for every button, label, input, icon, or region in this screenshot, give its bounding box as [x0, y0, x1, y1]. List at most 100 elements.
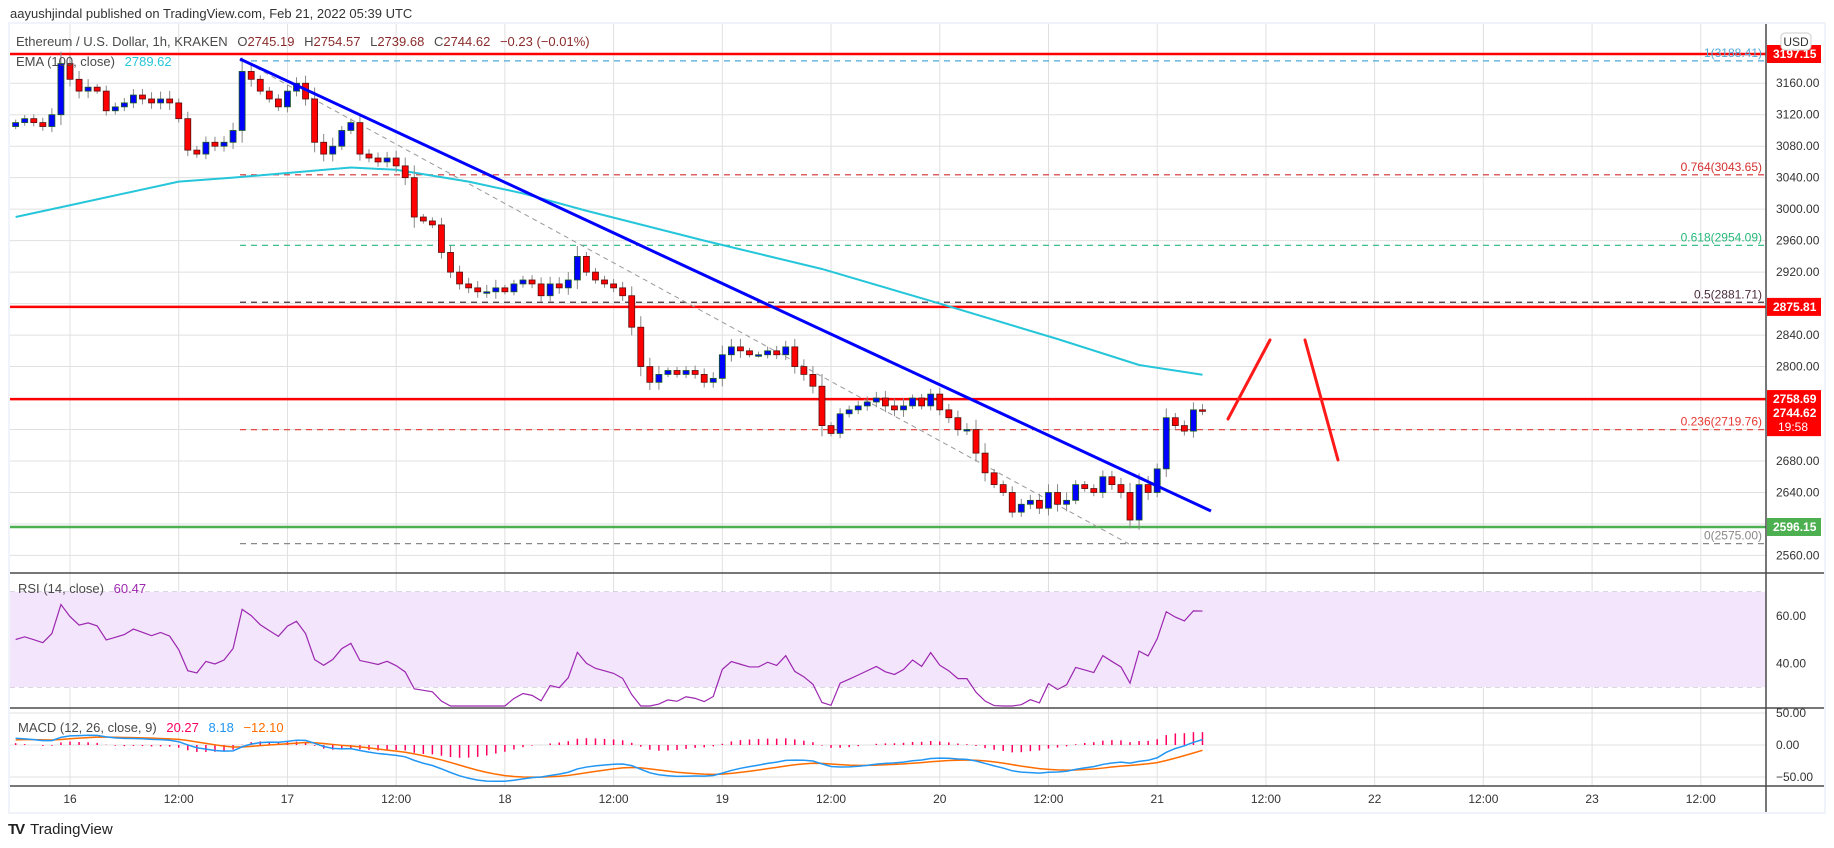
footer[interactable]: TV TradingView — [8, 821, 113, 838]
price-axis[interactable]: 3160.00 3120.00 3080.00 3040.00 3000.00 2960.… — [1776, 76, 1820, 784]
candle — [329, 137, 337, 162]
candle-body-down — [311, 98, 319, 143]
ema-legend[interactable]: EMA (100, close) 2789.62 — [16, 54, 178, 69]
candle-body-down — [1090, 488, 1098, 493]
price-badge — [1767, 390, 1821, 409]
candle — [1054, 484, 1061, 512]
candle — [1063, 492, 1070, 512]
candle — [863, 396, 871, 411]
candle — [256, 75, 264, 95]
candle-body-up — [664, 370, 672, 375]
candle-body-up — [202, 141, 210, 155]
candle-body-up — [1190, 409, 1197, 432]
candle-body-up — [682, 370, 690, 375]
candle-body-down — [419, 216, 427, 222]
candle — [1036, 493, 1043, 515]
candle-body-down — [628, 295, 636, 328]
candle — [718, 345, 726, 387]
candle — [392, 150, 400, 173]
candle-body-up — [329, 145, 337, 155]
candle — [954, 410, 962, 436]
candle-body-down — [773, 350, 781, 356]
y-tick-label: 3040.00 — [1776, 171, 1820, 185]
candle — [628, 286, 636, 336]
candle — [211, 136, 219, 152]
descending-trend-line[interactable] — [239, 57, 1212, 513]
candle-body-down — [646, 366, 654, 383]
chart-background — [10, 24, 1824, 812]
candle — [673, 366, 681, 378]
symbol-legend[interactable]: Ethereum / U.S. Dollar, 1h, KRAKEN O2745… — [16, 34, 596, 49]
macd-signal-value: −12.10 — [243, 720, 284, 735]
y-tick-label: 2960.00 — [1776, 234, 1820, 248]
candle — [274, 94, 282, 111]
candle — [66, 55, 74, 87]
x-tick-label: 12:00 — [1686, 792, 1716, 806]
candle — [583, 251, 590, 276]
candle — [1108, 470, 1116, 490]
candle — [727, 339, 735, 362]
projection-down-line[interactable] — [1303, 338, 1340, 462]
candle — [338, 126, 346, 151]
candle — [247, 62, 255, 87]
x-tick-label: 12:00 — [1251, 792, 1281, 806]
candle — [963, 423, 971, 436]
projection-up-line[interactable] — [1226, 338, 1272, 421]
candle-body-down — [392, 157, 400, 167]
candle — [1090, 484, 1098, 497]
candle-body-down — [583, 255, 590, 273]
candle — [93, 84, 101, 94]
macd-legend[interactable]: MACD (12, 26, close, 9) 20.27 8.18 −12.1… — [18, 720, 290, 735]
candle-body-up — [347, 122, 355, 131]
open-label: O — [237, 34, 248, 49]
candle — [1190, 402, 1197, 438]
candle-body-up — [492, 287, 500, 293]
candle-body-up — [900, 405, 907, 411]
candle-body-up — [1026, 499, 1034, 505]
candle-body-down — [918, 397, 926, 407]
currency-button[interactable]: USD — [1780, 32, 1812, 51]
candle — [474, 281, 482, 298]
candle — [764, 346, 772, 359]
fib-trend-line[interactable] — [239, 58, 1130, 545]
candle — [981, 443, 989, 482]
candle — [637, 316, 645, 377]
candle-body-up — [573, 255, 581, 281]
candle-body-down — [1171, 417, 1179, 426]
rsi-legend[interactable]: RSI (14, close) 60.47 — [18, 581, 152, 596]
price-badge — [1767, 297, 1821, 316]
candle-body-down — [592, 271, 599, 281]
candle-body-up — [220, 141, 228, 147]
candle — [238, 57, 246, 143]
candle-body-down — [193, 149, 201, 155]
candle — [891, 398, 898, 417]
candle-body-up — [12, 122, 20, 127]
macd-value: 8.18 — [208, 720, 234, 735]
candle — [872, 391, 880, 408]
candle-body-down — [818, 385, 826, 426]
price-badge-label: 2758.69 — [1773, 392, 1817, 406]
candle — [990, 468, 998, 489]
candle — [1017, 498, 1025, 517]
candle — [175, 98, 183, 123]
candle-body-up — [836, 413, 844, 434]
candle — [456, 265, 463, 290]
time-axis[interactable]: 16 12:00 17 12:00 18 12:00 19 12:00 20 12:00 21 12:… — [63, 792, 1716, 806]
candle — [1117, 477, 1125, 499]
high-label: H — [304, 34, 314, 49]
x-tick-label: 16 — [63, 792, 77, 806]
candle — [664, 367, 672, 378]
candle-body-down — [827, 425, 835, 434]
candle — [419, 214, 427, 224]
price-badge-label: 2596.15 — [1773, 520, 1817, 534]
candle-body-down — [438, 224, 445, 253]
fib-retracement: 1(3188.41) 0.764(3043.65) 0.618(2954.09) 0.… — [240, 46, 1766, 545]
candle-body-up — [1072, 484, 1080, 501]
candle-body-down — [256, 78, 264, 92]
candle — [1126, 482, 1134, 529]
candle — [537, 277, 545, 302]
candle-body-down — [456, 271, 463, 285]
low-label: L — [370, 34, 378, 49]
candle-body-up — [21, 118, 29, 123]
